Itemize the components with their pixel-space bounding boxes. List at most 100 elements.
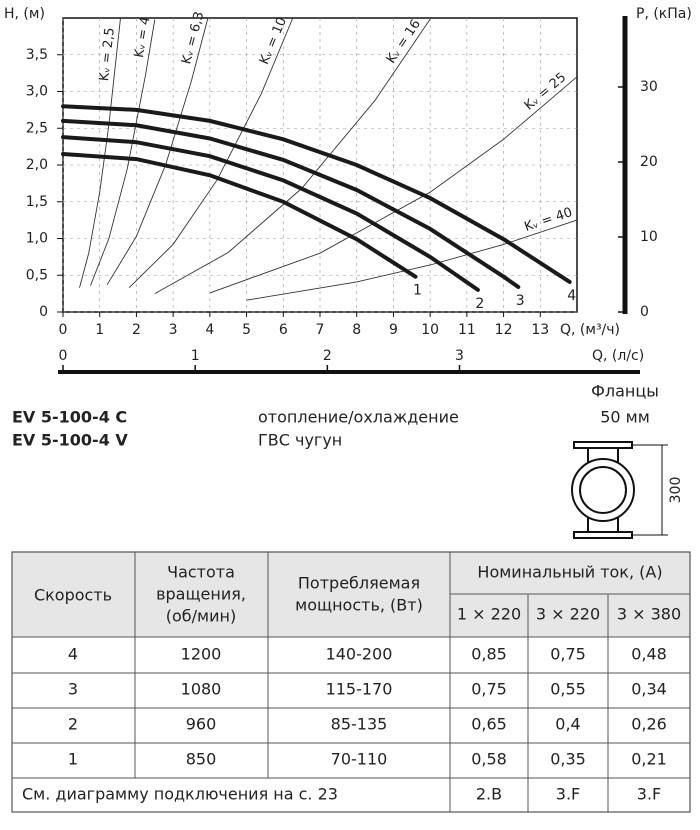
y2-tick-label: 10 <box>640 229 658 245</box>
model-use: отопление/охлаждение <box>258 408 459 427</box>
header-cell: Потребляемая <box>298 574 420 593</box>
table-cell: 0,85 <box>471 645 507 664</box>
x-tick-label: 3 <box>169 322 178 338</box>
x-tick-label: 6 <box>279 322 288 338</box>
x2-tick-label: 3 <box>455 348 464 364</box>
kv-line <box>79 17 121 288</box>
model-name: EV 5-100-4 V <box>12 431 128 450</box>
kv-label: Kᵥ = 2,5 <box>97 27 118 82</box>
y2-tick-label: 0 <box>640 304 649 320</box>
flange-title: Фланцы <box>591 382 659 401</box>
table-cell: 3.F <box>637 785 661 804</box>
y2-tick-label: 30 <box>640 79 658 95</box>
pump-curve <box>61 152 418 279</box>
flange-size: 50 мм <box>600 408 650 427</box>
y-axis-title: H, (м) <box>4 6 45 22</box>
x-tick-label: 4 <box>205 322 214 338</box>
table-cell: 1080 <box>181 680 222 699</box>
x-axis-title: Q, (м³/ч) <box>560 322 620 338</box>
table-cell: 70-110 <box>331 750 388 769</box>
table-border <box>11 551 691 813</box>
table-cell: 0,65 <box>471 715 507 734</box>
kv-label: Kᵥ = 25 <box>522 70 570 114</box>
model-name: EV 5-100-4 C <box>12 408 127 427</box>
header-cell: Скорость <box>34 586 112 605</box>
table-cell: 0,48 <box>631 645 667 664</box>
curve-label: 2 <box>475 296 484 312</box>
table-cell: 2 <box>68 715 78 734</box>
x-tick-label: 10 <box>421 322 439 338</box>
y-tick-label: 3,0 <box>26 84 48 100</box>
curve-label: 1 <box>413 283 422 299</box>
kv-label: Kᵥ = 40 <box>523 205 575 235</box>
pump-curve <box>61 104 572 284</box>
table-cell: 1200 <box>181 645 222 664</box>
model-use: ГВС чугун <box>258 431 342 450</box>
pump-curve <box>61 118 521 289</box>
kv-label: Kᵥ = 16 <box>384 17 424 67</box>
table-cell: 0,75 <box>471 680 507 699</box>
x-tick-label: 8 <box>352 322 361 338</box>
kv-line <box>209 76 578 294</box>
x2-tick-label: 2 <box>323 348 332 364</box>
flange-length: 300 <box>668 477 684 504</box>
x-tick-label: 11 <box>458 322 476 338</box>
header-cell: 3 × 380 <box>617 605 681 624</box>
header-cell: Частота <box>167 563 235 582</box>
y2-tick-label: 20 <box>640 154 658 170</box>
y-tick-label: 0 <box>39 304 48 320</box>
table-cell: 960 <box>186 715 217 734</box>
y-tick-label: 1,5 <box>26 194 48 210</box>
y2-axis-title: P, (кПа) <box>636 6 692 22</box>
x-tick-label: 5 <box>242 322 251 338</box>
header-cell: мощность, (Вт) <box>295 596 423 615</box>
y-tick-label: 0,5 <box>26 267 48 283</box>
kv-line <box>90 19 156 286</box>
table-cell: 0,21 <box>631 750 667 769</box>
x-tick-label: 13 <box>531 322 549 338</box>
header-cell: вращения, <box>156 585 246 604</box>
x2-tick-label: 1 <box>191 348 200 364</box>
flange-drawing <box>571 441 668 539</box>
table-cell: 4 <box>68 645 78 664</box>
x-tick-label: 9 <box>389 322 398 338</box>
x-tick-label: 7 <box>316 322 325 338</box>
table-cell: 0,26 <box>631 715 667 734</box>
pump-curve <box>61 135 480 292</box>
table-cell: 0,4 <box>555 715 580 734</box>
table-cell: 115-170 <box>326 680 393 699</box>
kv-label: Kᵥ = 4 <box>132 16 154 59</box>
table-cell: 2.B <box>476 785 502 804</box>
header-cell: 3 × 220 <box>536 605 600 624</box>
table-cell: 0,55 <box>550 680 586 699</box>
spec-table: Скорость Частота вращения, (об/мин) Потр… <box>11 551 691 813</box>
y-tick-label: 3,5 <box>26 47 48 63</box>
table-cell: 3 <box>68 680 78 699</box>
table-rules <box>12 552 690 812</box>
x-tick-label: 1 <box>95 322 104 338</box>
table-cell: 0,58 <box>471 750 507 769</box>
curve-label: 4 <box>567 288 576 304</box>
x-tick-label: 0 <box>59 322 68 338</box>
y-tick-label: 2,0 <box>26 157 48 173</box>
y-tick-label: 2,5 <box>26 120 48 136</box>
table-cell: 1 <box>68 750 78 769</box>
x-tick-label: 12 <box>495 322 513 338</box>
header-cell: 1 × 220 <box>457 605 521 624</box>
table-cell: 0,34 <box>631 680 667 699</box>
table-cell: 140-200 <box>326 645 393 664</box>
header-cell: (об/мин) <box>166 607 236 626</box>
x2-tick-label: 0 <box>59 348 68 364</box>
table-cell: 850 <box>186 750 217 769</box>
table-cell: 0,35 <box>550 750 586 769</box>
x-tick-label: 2 <box>132 322 141 338</box>
footer-note: См. диаграмму подключения на с. 23 <box>22 785 338 804</box>
header-cell: Номинальный ток, (А) <box>477 563 662 582</box>
y-tick-label: 1,0 <box>26 231 48 247</box>
table-cell: 0,75 <box>550 645 586 664</box>
curve-label: 3 <box>516 293 525 309</box>
x2-axis-title: Q, (л/с) <box>592 348 644 364</box>
kv-label: Kᵥ = 10 <box>257 15 290 67</box>
table-cell: 3.F <box>556 785 580 804</box>
